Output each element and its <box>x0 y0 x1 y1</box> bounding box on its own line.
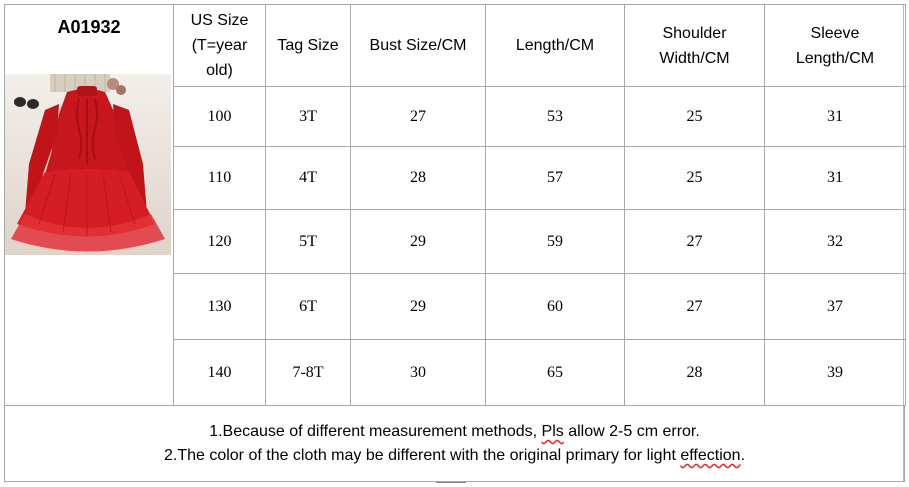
red-dress-image <box>5 74 171 255</box>
cell-tag: 3T <box>265 86 351 147</box>
model-cell: A01932 <box>4 4 174 406</box>
product-photo <box>5 74 171 255</box>
header-us-size-line2: (T=year <box>191 37 248 54</box>
note-2-text-b: effection <box>680 447 741 464</box>
cell-us: 140 <box>173 339 266 406</box>
cell-length: 53 <box>485 86 625 147</box>
cell-shoulder: 25 <box>624 86 765 147</box>
note-2-text-c: . <box>740 447 746 464</box>
header-sleeve: Sleeve Length/CM <box>764 4 906 87</box>
table-row: 140 7-8T 30 65 28 39 <box>5 339 906 406</box>
header-shoulder-line2: Width/CM <box>659 49 730 67</box>
note-line-1: 1.Because of different measurement metho… <box>5 420 904 444</box>
note-1-text-c: allow 2-5 cm error. <box>563 423 700 440</box>
size-chart-table: A01932 <box>4 4 906 406</box>
cell-sleeve: 39 <box>764 339 906 406</box>
model-code: A01932 <box>57 17 121 37</box>
cell-tag: 4T <box>265 146 351 210</box>
cell-us: 110 <box>173 146 266 210</box>
note-2-text-a: 2.The color of the cloth may be differen… <box>163 447 681 464</box>
cell-us: 100 <box>173 86 266 147</box>
notes-box: 1.Because of different measurement metho… <box>4 405 905 482</box>
header-us-size-line1: US Size <box>190 12 249 29</box>
header-row: A01932 <box>4 4 906 406</box>
cell-bust: 28 <box>350 146 486 210</box>
cell-sleeve: 31 <box>764 146 906 210</box>
cell-length: 65 <box>485 339 625 406</box>
header-us-size: US Size (T=year old) <box>173 4 266 87</box>
cell-us: 130 <box>173 273 266 340</box>
cell-tag: 6T <box>265 273 351 340</box>
cell-shoulder: 25 <box>624 146 765 210</box>
header-tag-size: Tag Size <box>265 4 351 87</box>
cell-sleeve: 32 <box>764 209 906 274</box>
note-1-text-b: Pls <box>541 423 564 440</box>
cell-us: 120 <box>173 209 266 274</box>
header-us-size-line3: old) <box>206 62 233 79</box>
header-sleeve-line1: Sleeve <box>810 24 860 42</box>
cell-shoulder: 27 <box>624 209 765 274</box>
divider <box>436 482 466 487</box>
header-bust: Bust Size/CM <box>350 4 486 87</box>
header-sleeve-line2: Length/CM <box>795 49 875 67</box>
cell-bust: 30 <box>350 339 486 406</box>
cell-tag: 5T <box>265 209 351 274</box>
cell-bust: 27 <box>350 86 486 147</box>
cell-length: 59 <box>485 209 625 274</box>
cell-tag: 7-8T <box>265 339 351 406</box>
cell-length: 60 <box>485 273 625 340</box>
header-shoulder-line1: Shoulder <box>662 24 727 42</box>
cell-shoulder: 27 <box>624 273 765 340</box>
cell-bust: 29 <box>350 273 486 340</box>
header-shoulder: Shoulder Width/CM <box>624 4 765 87</box>
cell-shoulder: 28 <box>624 339 765 406</box>
cell-sleeve: 37 <box>764 273 906 340</box>
note-1-text-a: 1.Because of different measurement metho… <box>209 423 542 440</box>
cell-bust: 29 <box>350 209 486 274</box>
cell-sleeve: 31 <box>764 86 906 147</box>
note-line-2: 2.The color of the cloth may be differen… <box>5 444 904 468</box>
table-row: 100 3T 27 53 25 31 <box>5 86 906 147</box>
header-length: Length/CM <box>485 4 625 87</box>
cell-length: 57 <box>485 146 625 210</box>
